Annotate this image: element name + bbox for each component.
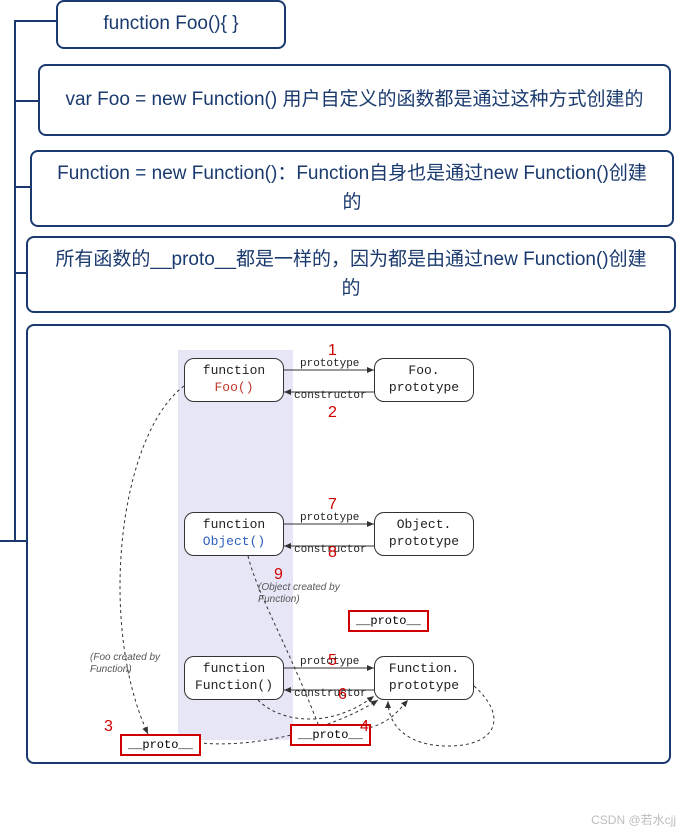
info-card-c4: 所有函数的__proto__都是一样的，因为都是由通过new Function(… bbox=[26, 236, 676, 313]
diagram-node-objProto: Object.prototype bbox=[374, 512, 474, 556]
diagram-number-label: 4 bbox=[360, 718, 369, 736]
edge-label-el6: constructor bbox=[294, 688, 367, 700]
diagram-node-line: Object() bbox=[185, 534, 283, 551]
proto-box-p3: __proto__ bbox=[120, 734, 201, 756]
tree-branch bbox=[14, 272, 26, 274]
diagram-note-n2: (Foo created by Function) bbox=[90, 652, 180, 676]
diagram-number-label: 3 bbox=[104, 718, 113, 736]
diagram-node-line: prototype bbox=[375, 380, 473, 397]
info-card-text: var Foo = new Function() 用户自定义的函数都是通过这种方… bbox=[65, 86, 643, 115]
diagram-number-label: 1 bbox=[328, 342, 337, 360]
info-card-c3: Function = new Function()：Function自身也是通过… bbox=[30, 150, 674, 227]
proto-box-p1: __proto__ bbox=[348, 610, 429, 632]
tree-branch bbox=[14, 186, 30, 188]
info-card-c2: var Foo = new Function() 用户自定义的函数都是通过这种方… bbox=[38, 64, 671, 136]
info-card-c1: function Foo(){ } bbox=[56, 0, 286, 49]
diagram-node-fooProto: Foo.prototype bbox=[374, 358, 474, 402]
info-card-text: Function = new Function()：Function自身也是通过… bbox=[52, 160, 652, 217]
edge-label-el2: constructor bbox=[294, 390, 367, 402]
diagram-node-line: prototype bbox=[375, 534, 473, 551]
diagram-node-foo: functionFoo() bbox=[184, 358, 284, 402]
tree-branch bbox=[14, 20, 56, 22]
diagram-number-label: 8 bbox=[328, 544, 337, 562]
diagram-note-n1: (Object created by Function) bbox=[258, 582, 368, 606]
diagram-arrow-aFooProto bbox=[120, 386, 184, 734]
watermark: CSDN @若水cjj bbox=[591, 811, 676, 828]
tree-branch bbox=[0, 540, 26, 542]
diagram-node-line: prototype bbox=[375, 678, 473, 695]
diagram-node-line: Foo() bbox=[185, 380, 283, 397]
proto-box-p2: __proto__ bbox=[290, 724, 371, 746]
tree-trunk bbox=[14, 20, 16, 540]
diagram-number-label: 5 bbox=[328, 652, 337, 670]
diagram-node-obj: functionObject() bbox=[184, 512, 284, 556]
diagram-node-line: Function() bbox=[185, 678, 283, 695]
diagram-number-label: 7 bbox=[328, 496, 337, 514]
diagram-node-line: function bbox=[185, 363, 283, 380]
diagram-node-line: function bbox=[185, 661, 283, 678]
tree-branch bbox=[14, 100, 38, 102]
diagram-number-label: 2 bbox=[328, 404, 337, 422]
diagram-node-funcProto: Function.prototype bbox=[374, 656, 474, 700]
diagram-node-func: functionFunction() bbox=[184, 656, 284, 700]
info-card-text: 所有函数的__proto__都是一样的，因为都是由通过new Function(… bbox=[48, 246, 654, 303]
prototype-diagram-panel: functionFoo()Foo.prototypefunctionObject… bbox=[26, 324, 671, 764]
diagram-node-line: Foo. bbox=[375, 363, 473, 380]
info-card-text: function Foo(){ } bbox=[103, 10, 238, 39]
diagram-node-line: function bbox=[185, 517, 283, 534]
diagram-node-line: Object. bbox=[375, 517, 473, 534]
diagram-node-line: Function. bbox=[375, 661, 473, 678]
diagram-number-label: 6 bbox=[338, 686, 347, 704]
